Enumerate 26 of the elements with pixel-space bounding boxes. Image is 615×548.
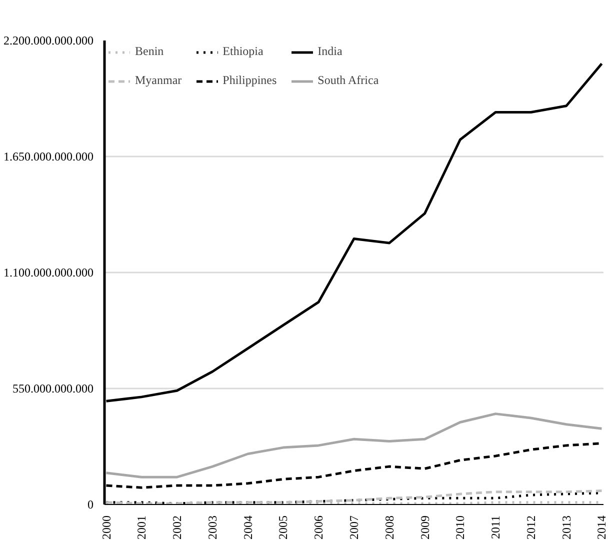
x-tick-label: 2014 [594,516,609,540]
legend-label: Philippines [222,73,277,88]
y-tick-label: 2.200.000.000.000 [4,34,94,48]
x-tick-label: 2001 [134,516,149,540]
legend-label: India [318,44,342,59]
y-tick-label: 550.000.000.000 [12,382,94,396]
x-tick-label: 2010 [453,516,468,540]
legend-label: South Africa [318,73,379,88]
x-tick-label: 2000 [99,516,114,540]
y-tick-label: 1.650.000.000.000 [4,150,94,164]
legend-label: Ethiopia [222,44,264,59]
x-tick-label: 2009 [418,516,432,540]
y-tick-label: 1.100.000.000.000 [4,266,94,280]
legend-label: Myanmar [135,73,182,88]
y-tick-label: 0 [88,498,94,512]
x-tick-label: 2011 [488,515,503,540]
x-tick-label: 2007 [347,516,361,540]
x-tick-label: 2006 [312,516,326,540]
x-tick-label: 2012 [524,516,538,540]
x-tick-label: 2003 [205,516,220,540]
x-tick-label: 2013 [559,516,574,540]
x-tick-label: 2004 [240,516,255,540]
x-tick-label: 2008 [382,516,396,540]
legend-label: Benin [135,44,164,59]
x-tick-label: 2005 [276,516,290,540]
x-tick-label: 2002 [170,516,184,540]
